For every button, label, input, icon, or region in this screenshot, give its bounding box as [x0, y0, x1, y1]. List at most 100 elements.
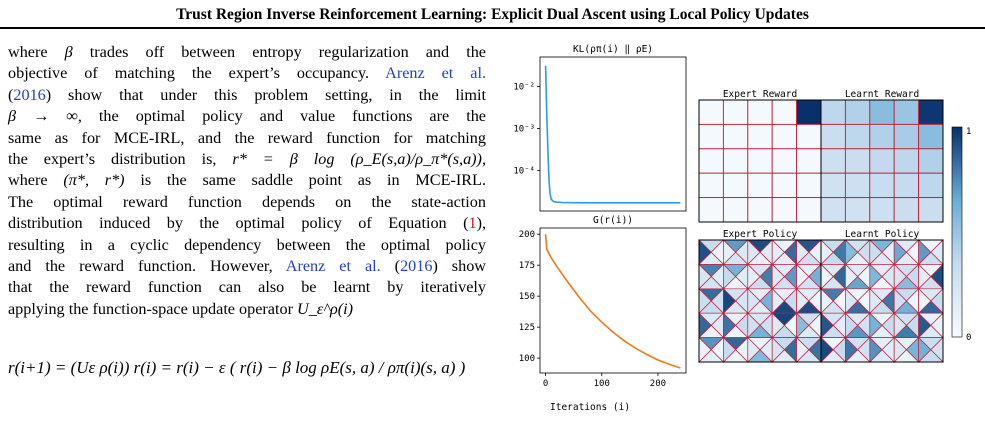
- text-line: The optimal reward function depends on t…: [8, 192, 486, 211]
- policy-triangle: [796, 263, 810, 290]
- body-text: where β trades off between entropy regul…: [8, 42, 486, 320]
- citation-link[interactable]: Arenz et al.: [385, 64, 486, 83]
- expert-reward-title: Expert Reward: [723, 89, 797, 100]
- policy-triangle: [845, 312, 859, 339]
- policy-triangle: [723, 336, 737, 363]
- grid-cell: [844, 197, 871, 223]
- equation-ref-link[interactable]: 1: [468, 214, 477, 233]
- policy-triangle: [747, 287, 761, 315]
- grid-cell: [722, 197, 749, 223]
- policy-triangle: [845, 287, 859, 315]
- text-line: and the reward function. However, Arenz …: [8, 257, 486, 276]
- grid-cell: [918, 123, 944, 150]
- figure: KL(ρπ(i) ‖ ρE) 10⁻² 10⁻³ 10⁻⁴ G(r(i)) 200 1…: [513, 44, 971, 413]
- y-tick-label: 125: [519, 323, 535, 333]
- x-tick-label: 0: [543, 379, 548, 389]
- grid-cell: [796, 99, 822, 125]
- grid-cell: [869, 172, 895, 199]
- policy-triangle: [747, 312, 761, 339]
- policy-triangle: [723, 239, 737, 266]
- citation-link[interactable]: 2016: [13, 85, 46, 104]
- policy-triangle: [771, 336, 785, 363]
- text-line: that the reward function can also be lea…: [8, 278, 486, 297]
- policy-triangle: [845, 263, 859, 290]
- x-tick-label: 200: [650, 379, 666, 389]
- policy-triangle: [723, 312, 737, 339]
- policy-triangle: [893, 312, 907, 339]
- grid-cell: [698, 99, 724, 125]
- citation-link[interactable]: Arenz et al.: [285, 257, 381, 276]
- text-line: objective of matching the expert’s occup…: [8, 64, 486, 83]
- policy-triangle: [747, 263, 761, 290]
- grid-cell: [771, 197, 798, 223]
- grid-cell: [796, 172, 822, 199]
- policy-triangle: [796, 239, 810, 266]
- objective-series-line: [544, 234, 681, 369]
- policy-triangle: [918, 287, 932, 315]
- policy-triangle: [918, 263, 932, 290]
- grid-cell: [893, 172, 920, 199]
- grid-cell: [698, 197, 724, 223]
- grid-cell: [844, 172, 871, 199]
- policy-triangle: [918, 239, 932, 266]
- grid-cell: [869, 99, 895, 125]
- grid-cell: [698, 148, 724, 174]
- grid-cell: [918, 172, 944, 199]
- learnt-policy-title: Learnt Policy: [845, 229, 920, 240]
- policy-triangle: [845, 239, 859, 266]
- grid-cell: [771, 123, 798, 150]
- grid-cell: [722, 148, 749, 174]
- grid-cell: [747, 123, 773, 150]
- colorbar-min-label: 0: [966, 333, 971, 343]
- grid-cell: [698, 123, 724, 150]
- grid-cell: [747, 197, 773, 223]
- grid-cell: [918, 148, 944, 174]
- y-tick-label: 150: [519, 292, 535, 302]
- objective-plot-frame: [539, 227, 687, 374]
- grid-cell: [796, 123, 822, 150]
- policy-triangle: [893, 336, 907, 363]
- y-tick-label: 10⁻⁴: [513, 167, 535, 177]
- grid-border: [820, 99, 944, 223]
- policy-triangle: [893, 239, 907, 266]
- y-tick-label: 10⁻³: [513, 125, 535, 135]
- y-tick-label: 200: [519, 230, 535, 240]
- grid-cell: [918, 197, 944, 223]
- grid-cell: [771, 148, 798, 174]
- policy-triangle: [771, 312, 785, 339]
- policy-triangle: [869, 263, 883, 290]
- policy-triangle: [796, 312, 810, 339]
- objective-plot: G(r(i)) 200 175 150 125 100 0 100 200 Iteration…: [519, 215, 687, 413]
- text-line: (2016) show that under this problem sett…: [8, 85, 486, 104]
- grid-cell: [722, 123, 749, 150]
- grid-cell: [698, 172, 724, 199]
- grid-cell: [722, 172, 749, 199]
- policy-triangle: [845, 336, 859, 363]
- citation-link[interactable]: 2016: [400, 257, 433, 276]
- kl-divergence-plot: KL(ρπ(i) ‖ ρE) 10⁻² 10⁻³ 10⁻⁴: [513, 44, 687, 212]
- grid-cell: [844, 148, 871, 174]
- grid-cell: [771, 99, 798, 125]
- y-tick-label: 10⁻²: [513, 82, 535, 92]
- grid-cell: [722, 99, 749, 125]
- page-header: Trust Region Inverse Reinforcement Learn…: [176, 6, 809, 23]
- grid-cell: [844, 123, 871, 150]
- grid-cell: [771, 172, 798, 199]
- kl-plot-title: KL(ρπ(i) ‖ ρE): [573, 44, 653, 55]
- policy-triangle: [747, 239, 761, 266]
- policy-triangle: [869, 312, 883, 339]
- grid-cell: [820, 197, 846, 223]
- grid-cell: [747, 172, 773, 199]
- grid-cell: [820, 148, 846, 174]
- policy-triangle: [869, 239, 883, 266]
- x-tick-label: 100: [594, 379, 610, 389]
- colorbar-gradient: [951, 126, 963, 338]
- policy-triangle: [893, 287, 907, 315]
- policy-triangle: [869, 336, 883, 363]
- update-equation: r(i+1) = (Uε ρ(i)) r(i) = r(i) − ε ( r(i…: [8, 358, 466, 377]
- grid-cell: [820, 172, 846, 199]
- grid-cell: [820, 123, 846, 150]
- policy-triangle: [796, 287, 810, 315]
- kl-series-line: [544, 65, 681, 204]
- policy-triangle: [918, 312, 932, 339]
